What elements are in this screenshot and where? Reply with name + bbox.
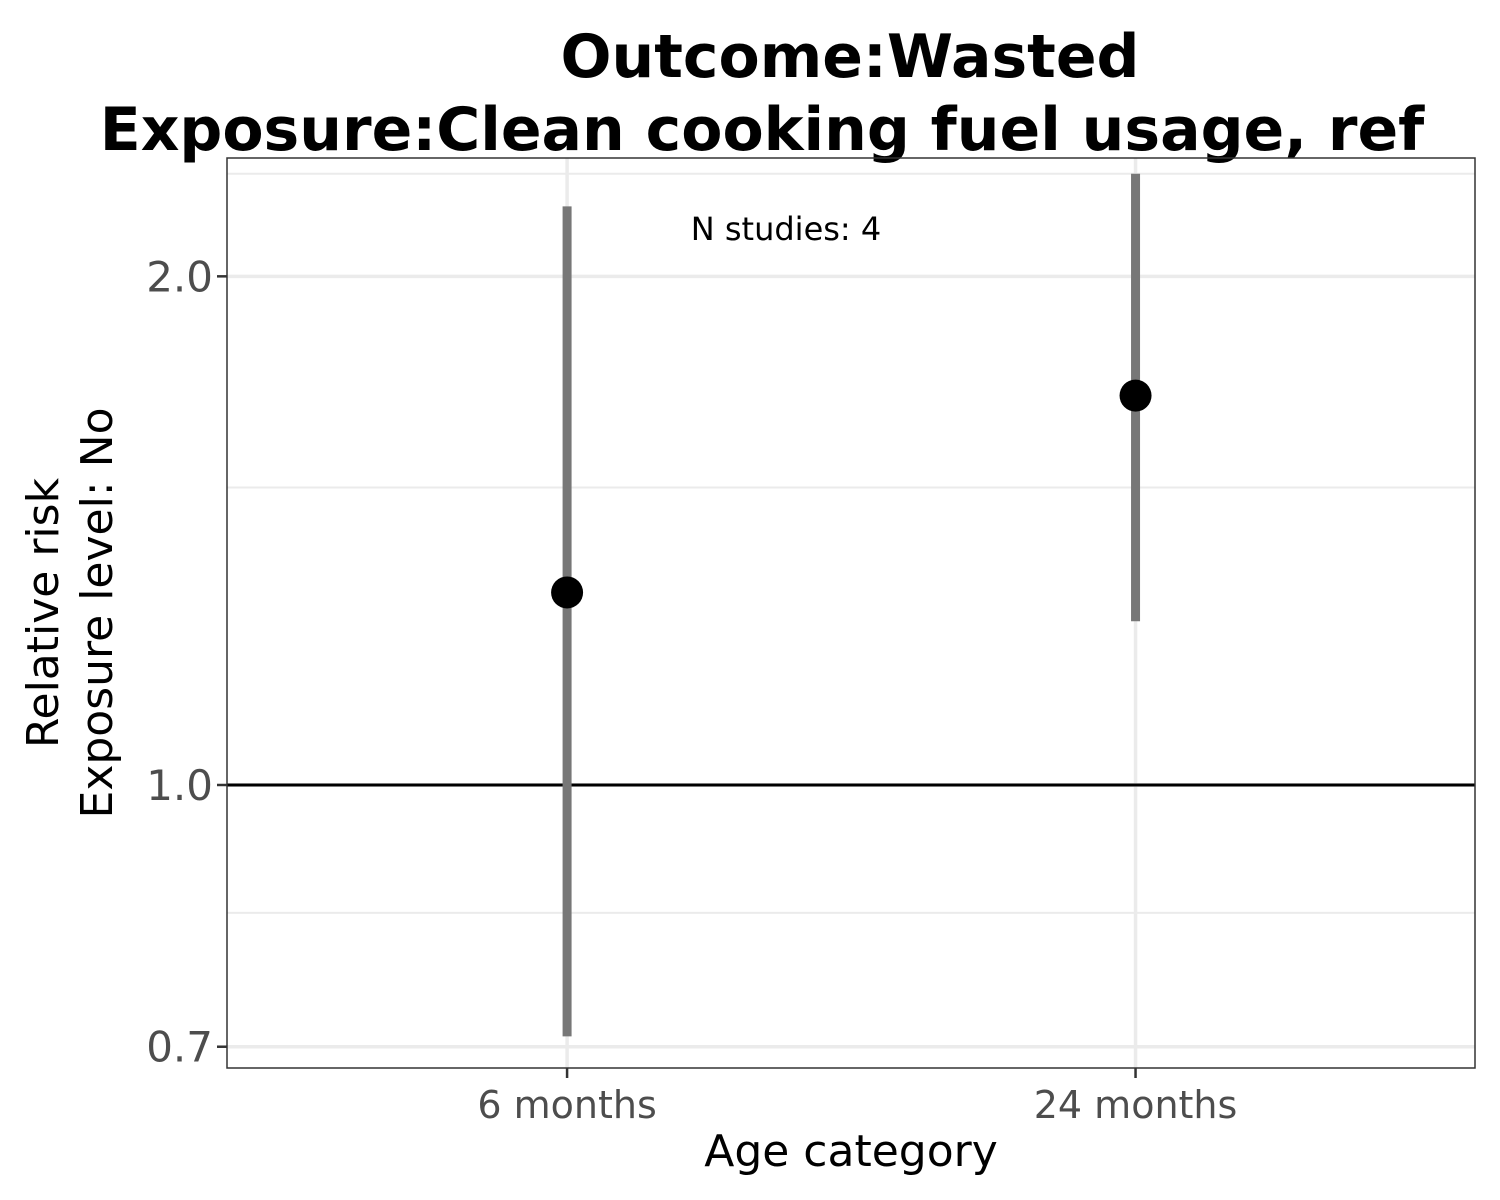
axes: 0.7 1.0 2.0 6 months 24 months — [146, 252, 1237, 1127]
estimate-point — [1119, 379, 1152, 412]
y-tick-label: 0.7 — [146, 1023, 213, 1072]
y-axis-title-line2: Exposure level: No — [72, 408, 123, 819]
n-studies-annotation: N studies: 4 — [691, 210, 881, 248]
estimate-point — [551, 576, 584, 609]
x-tick-label: 6 months — [477, 1083, 656, 1127]
grid-lines — [227, 158, 1475, 1068]
chart-title-line2: Exposure:Clean cooking fuel usage, ref — [100, 95, 1425, 165]
y-tick-label: 2.0 — [146, 252, 213, 301]
chart-title-line1: Outcome:Wasted — [561, 22, 1140, 92]
x-tick-label: 24 months — [1034, 1083, 1238, 1127]
y-tick-label: 1.0 — [146, 761, 213, 810]
plot-marks — [227, 173, 1475, 1037]
y-axis-title-line1: Relative risk — [18, 477, 69, 748]
panel-border — [226, 157, 1476, 1069]
x-axis-title: Age category — [704, 1126, 998, 1177]
